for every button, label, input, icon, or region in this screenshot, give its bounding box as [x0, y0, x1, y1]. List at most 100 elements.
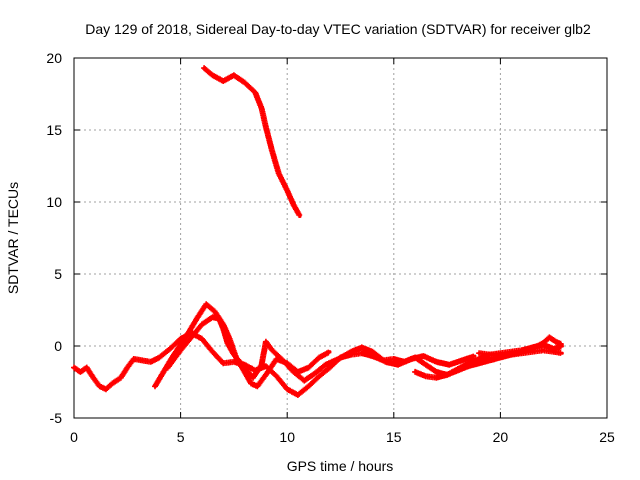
series-0 [201, 65, 303, 218]
data-point [445, 373, 449, 377]
y-tick-label: 10 [46, 194, 62, 210]
data-point [119, 376, 123, 380]
x-tick-label: 20 [493, 429, 509, 445]
data-point [409, 357, 413, 361]
data-point [434, 376, 439, 380]
data-point [225, 341, 230, 345]
data-point [200, 337, 204, 341]
data-point [313, 371, 317, 375]
plot-area [71, 65, 564, 398]
data-point [210, 73, 215, 77]
data-point [72, 366, 76, 370]
data-point [306, 384, 311, 388]
data-point [370, 350, 375, 354]
data-point [213, 309, 217, 314]
data-point [477, 361, 481, 365]
data-point [253, 90, 257, 95]
data-point [189, 335, 193, 339]
x-tick-label: 0 [70, 429, 78, 445]
data-point [260, 106, 264, 110]
data-point [260, 363, 264, 367]
data-point [187, 330, 191, 334]
chart-title: Day 129 of 2018, Sidereal Day-to-day VTE… [85, 21, 591, 37]
data-point [104, 387, 108, 391]
data-point [210, 315, 215, 319]
data-point [424, 374, 428, 378]
data-point [285, 387, 289, 391]
data-point [168, 347, 172, 351]
data-point [97, 384, 102, 388]
data-point [232, 73, 236, 77]
data-point [221, 327, 225, 331]
data-point [196, 315, 200, 319]
series-2 [152, 301, 332, 390]
data-point [336, 357, 340, 361]
data-point [264, 373, 268, 377]
data-point [509, 353, 513, 357]
data-point [520, 350, 524, 354]
data-point [277, 171, 281, 175]
y-tick-label: 20 [46, 50, 62, 66]
data-point [477, 351, 481, 355]
data-point [281, 358, 285, 362]
data-point [264, 340, 268, 344]
data-point [317, 355, 321, 360]
data-point [232, 360, 236, 364]
series-marks [152, 301, 332, 390]
series-5 [476, 334, 564, 360]
data-point [285, 188, 289, 193]
data-point [554, 340, 558, 344]
data-point [460, 358, 464, 362]
data-point [249, 381, 253, 386]
data-point [530, 347, 534, 351]
data-point [232, 353, 236, 357]
x-tick-label: 15 [386, 429, 402, 445]
data-point [264, 125, 268, 129]
data-point [270, 150, 274, 154]
data-point [274, 374, 279, 378]
data-point [360, 351, 364, 355]
data-point [132, 357, 136, 361]
data-point [360, 345, 364, 350]
series-marks [71, 330, 564, 398]
data-point [217, 317, 221, 321]
data-point [541, 341, 545, 345]
data-point [488, 353, 492, 357]
data-point [255, 384, 259, 388]
data-point [392, 357, 396, 361]
series-3 [164, 314, 477, 384]
data-point [221, 79, 225, 83]
data-point [251, 376, 255, 380]
data-point [323, 363, 328, 367]
data-point [149, 360, 153, 364]
data-point [161, 370, 166, 374]
y-tick-label: 5 [54, 266, 62, 282]
data-point [560, 342, 564, 347]
data-point [547, 335, 552, 339]
data-point [157, 355, 161, 360]
y-tick-label: 0 [54, 338, 62, 354]
data-point [140, 358, 144, 362]
data-point [473, 354, 477, 358]
data-point [85, 366, 89, 370]
data-point [125, 366, 129, 370]
y-tick-label: -5 [50, 410, 63, 426]
data-point [270, 348, 274, 352]
data-point [488, 358, 492, 362]
data-point [383, 360, 387, 364]
data-point [298, 214, 302, 218]
data-point [166, 366, 170, 370]
data-point [477, 357, 481, 361]
data-point [422, 354, 426, 358]
data-point [447, 363, 451, 367]
x-axis-label: GPS time / hours [287, 458, 394, 474]
data-point [291, 203, 296, 207]
series-1 [71, 330, 564, 398]
data-point [110, 381, 114, 386]
data-point [200, 322, 204, 326]
data-point [328, 366, 332, 370]
data-point [78, 370, 82, 374]
data-point [302, 378, 306, 383]
data-point [541, 348, 545, 352]
